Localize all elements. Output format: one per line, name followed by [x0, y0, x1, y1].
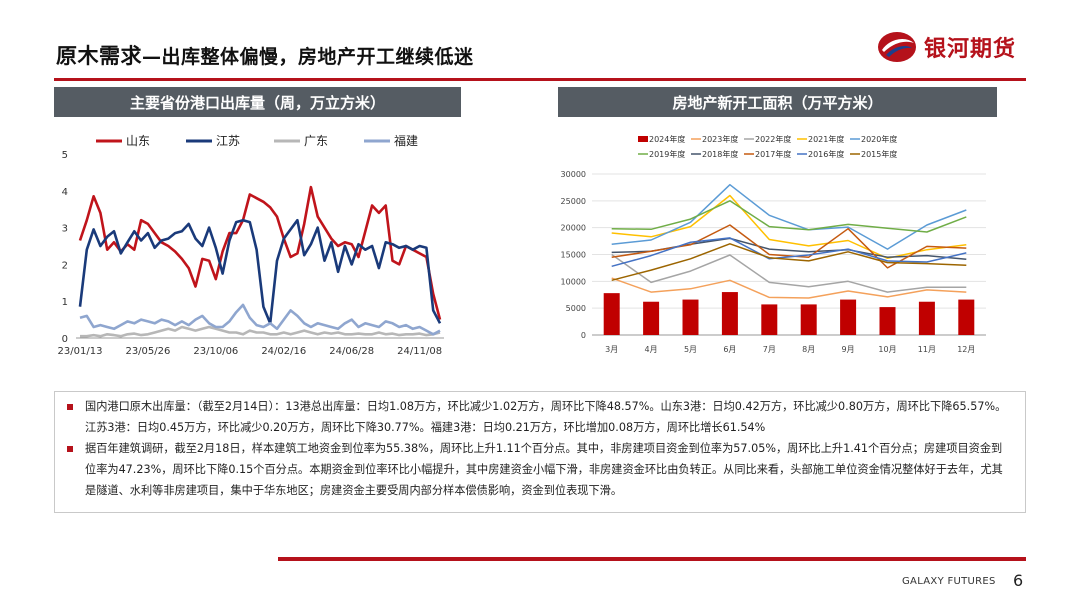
series-line-2022年度 — [611, 253, 967, 293]
x-tick-label: 3月 — [605, 345, 618, 354]
bar-2024年度 — [643, 301, 660, 335]
x-tick-label: 9月 — [842, 345, 855, 354]
series-line-山东 — [78, 185, 442, 320]
legend-label: 2022年度 — [755, 134, 791, 144]
port-outbound-chart-svg: 山东 江苏 广东 福建 0 1 2 3 4 5 23/01/13 23/05/26 23/10/06 24… — [58, 133, 444, 357]
series-line-福建 — [79, 303, 441, 336]
page-title: 原木需求—出库整体偏慢，房地产开工继续低迷 — [56, 40, 474, 70]
galaxy-logo-icon — [878, 32, 916, 62]
legend-label: 福建 — [394, 133, 418, 148]
logo-text: 银河期货 — [924, 37, 1017, 62]
note-construction-funds: 据百年建筑调研，截至2月18日，样本建筑工地资金到位率为55.38%，周环比上升… — [65, 438, 1011, 501]
bar-2024年度 — [721, 292, 738, 335]
legend-label: 2018年度 — [702, 149, 738, 159]
x-tick-label: 7月 — [763, 345, 776, 354]
x-tick-label: 8月 — [802, 345, 815, 354]
y-tick-label: 25000 — [561, 197, 586, 206]
legend-label: 2019年度 — [649, 149, 685, 159]
series-line-2016年度 — [611, 237, 967, 268]
legend-label: 2015年度 — [861, 149, 897, 159]
bar-2024年度 — [682, 299, 699, 335]
y-tick-label: 0 — [62, 334, 68, 345]
legend-label: 广东 — [304, 134, 328, 148]
y-tick-label: 15000 — [561, 251, 586, 260]
company-logo: 银河期货 — [876, 30, 1016, 64]
x-tick-label: 5月 — [684, 345, 697, 354]
title-divider — [54, 78, 1026, 81]
y-tick-label: 5 — [62, 150, 68, 161]
x-tick-label: 12月 — [957, 345, 975, 354]
x-tick-label: 23/10/06 — [193, 346, 238, 357]
legend-label: 2024年度 — [649, 134, 685, 144]
footer-divider — [278, 557, 1026, 561]
x-tick-label: 4月 — [645, 345, 658, 354]
y-tick-label: 0 — [581, 331, 586, 340]
y-tick-label: 20000 — [561, 224, 586, 233]
x-tick-label: 6月 — [723, 345, 736, 354]
y-tick-label: 4 — [62, 187, 68, 198]
bar-2024年度 — [879, 307, 896, 335]
x-tick-label: 24/02/16 — [261, 346, 306, 357]
port-outbound-chart: 山东 江苏 广东 福建 0 1 2 3 4 5 23/01/13 23/05/26 23/10/06 24… — [54, 124, 461, 364]
series-line-2020年度 — [611, 183, 967, 250]
legend-label: 江苏 — [216, 134, 240, 148]
footer-company: GALAXY FUTURES — [902, 576, 996, 587]
x-tick-label: 10月 — [878, 345, 896, 354]
x-tick-label: 11月 — [918, 345, 936, 354]
housing-starts-chart: 2024年度 2023年度 2022年度 2021年度 2020年度 2019年度 2018… — [558, 124, 997, 364]
bar-2024年度 — [603, 293, 620, 335]
series-line-广东 — [80, 325, 441, 338]
housing-starts-chart-svg: 2024年度 2023年度 2022年度 2021年度 2020年度 2019年度 2018… — [561, 134, 986, 354]
legend-label: 2016年度 — [808, 149, 844, 159]
bar-2024年度 — [840, 299, 857, 335]
y-tick-label: 1 — [62, 297, 68, 308]
series-line-2015年度 — [611, 243, 967, 282]
note-text: 据百年建筑调研，截至2月18日，样本建筑工地资金到位率为55.38%，周环比上升… — [85, 442, 1003, 497]
series-line-2023年度 — [611, 277, 967, 299]
y-tick-label: 10000 — [561, 277, 586, 286]
left-panel-title: 主要省份港口出库量（周，万立方米） — [54, 87, 461, 117]
bar-2024年度 — [800, 304, 817, 335]
right-panel-title-text: 房地产新开工面积（万平方米） — [672, 93, 883, 112]
legend-label: 2020年度 — [861, 134, 897, 144]
title-main: 原木需求 — [56, 44, 142, 68]
x-tick-label: 24/06/28 — [329, 346, 374, 357]
x-tick-label: 23/01/13 — [58, 346, 103, 357]
bar-2024年度 — [761, 304, 778, 335]
bullet-icon — [67, 404, 73, 410]
x-tick-label: 24/11/08 — [397, 346, 442, 357]
legend-label: 2017年度 — [755, 149, 791, 159]
bullet-icon — [67, 446, 73, 452]
y-tick-label: 5000 — [566, 304, 586, 313]
legend-label: 2023年度 — [702, 134, 738, 144]
notes-box: 国内港口原木出库量：（截至2月14日）：13港总出库量：日均1.08万方，环比减… — [54, 391, 1026, 513]
x-tick-label: 23/05/26 — [125, 346, 170, 357]
bar-2024年度 — [958, 299, 975, 335]
series-line-2019年度 — [611, 200, 967, 233]
legend-label: 山东 — [126, 134, 150, 148]
y-tick-label: 30000 — [561, 170, 586, 179]
series-line-江苏 — [78, 218, 442, 325]
title-sub: —出库整体偏慢，房地产开工继续低迷 — [142, 46, 474, 68]
legend-swatch-2024年度 — [638, 136, 648, 142]
bar-2024年度 — [918, 301, 935, 335]
series-line-2017年度 — [611, 224, 967, 269]
y-tick-label: 2 — [62, 260, 68, 271]
left-panel-title-text: 主要省份港口出库量（周，万立方米） — [129, 93, 385, 112]
note-text: 国内港口原木出库量：（截至2月14日）：13港总出库量：日均1.08万方，环比减… — [85, 400, 1007, 434]
y-tick-label: 3 — [62, 224, 68, 235]
page-number: 6 — [1013, 571, 1024, 590]
legend-label: 2021年度 — [808, 134, 844, 144]
note-port-outbound: 国内港口原木出库量：（截至2月14日）：13港总出库量：日均1.08万方，环比减… — [65, 396, 1011, 438]
right-panel-title: 房地产新开工面积（万平方米） — [558, 87, 997, 117]
